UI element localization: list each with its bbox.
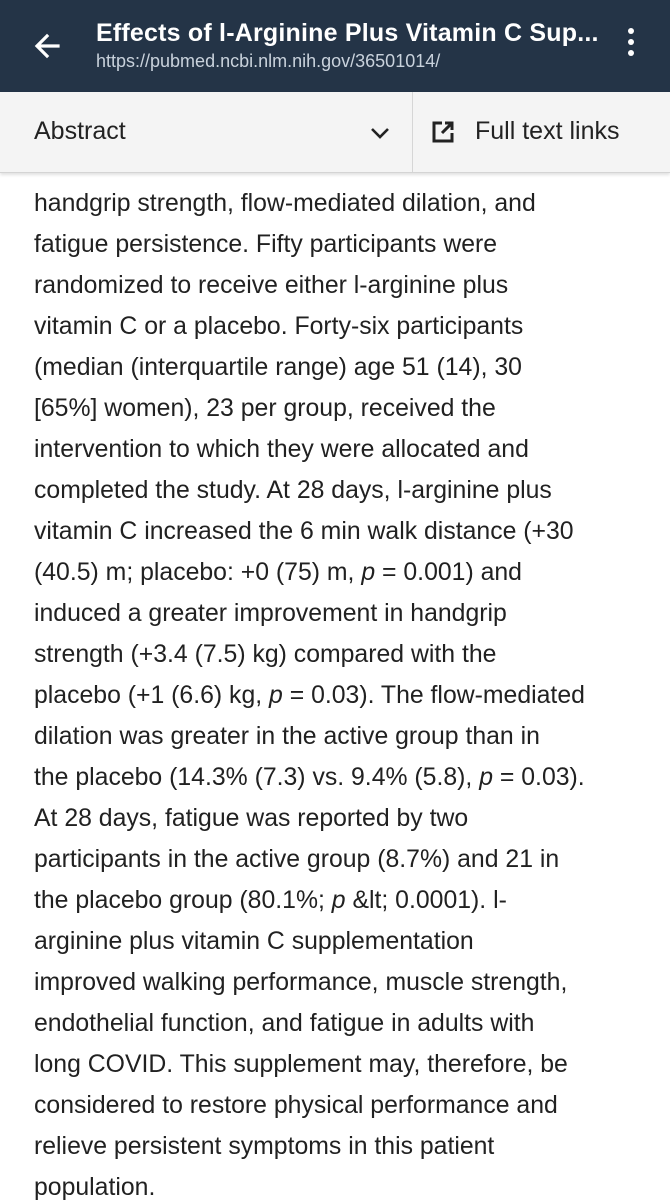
abstract-segment: fatigue persistence. Fifty participants … bbox=[34, 231, 498, 258]
abstract-segment: (40.5) m; placebo: +0 (75) m, bbox=[34, 559, 362, 586]
abstract-italic-p: p bbox=[331, 887, 346, 914]
abstract-line: vitamin C increased the 6 min walk dista… bbox=[34, 511, 644, 552]
abstract-line: randomized to receive either l-arginine … bbox=[34, 265, 644, 306]
more-vert-icon bbox=[628, 28, 634, 34]
abstract-segment: improved walking performance, muscle str… bbox=[34, 969, 568, 996]
abstract-segment: the placebo group (80.1%; bbox=[34, 887, 332, 914]
page-url: https://pubmed.ncbi.nlm.nih.gov/36501014… bbox=[96, 51, 441, 71]
abstract-segment: [65%] women), 23 per group, received the bbox=[34, 395, 496, 422]
abstract-line: handgrip strength, flow-mediated dilatio… bbox=[34, 183, 644, 224]
app-bar: Effects of l-Arginine Plus Vitamin C Sup… bbox=[0, 0, 670, 92]
section-dropdown[interactable]: Abstract bbox=[0, 92, 413, 172]
abstract-segment: dilation was greater in the active group… bbox=[34, 723, 540, 750]
abstract-segment: the placebo (14.3% (7.3) vs. 9.4% (5.8), bbox=[34, 764, 480, 791]
abstract-line: considered to restore physical performan… bbox=[34, 1085, 644, 1126]
abstract-segment: placebo (+1 (6.6) kg, bbox=[34, 682, 270, 709]
abstract-line: endothelial function, and fatigue in adu… bbox=[34, 1003, 644, 1044]
abstract-segment: vitamin C increased the 6 min walk dista… bbox=[34, 518, 574, 545]
abstract-line: (40.5) m; placebo: +0 (75) m, p = 0.001)… bbox=[34, 552, 644, 593]
section-dropdown-label: Abstract bbox=[34, 117, 126, 145]
abstract-line: dilation was greater in the active group… bbox=[34, 716, 644, 757]
section-toolbar: Abstract Full text links bbox=[0, 92, 670, 173]
abstract-line: arginine plus vitamin C supplementation bbox=[34, 921, 644, 962]
abstract-line: fatigue persistence. Fifty participants … bbox=[34, 224, 644, 265]
chevron-down-icon bbox=[371, 128, 389, 139]
abstract-line: placebo (+1 (6.6) kg, p = 0.03). The flo… bbox=[34, 675, 644, 716]
abstract-segment: long COVID. This supplement may, therefo… bbox=[34, 1051, 568, 1078]
abstract-line: induced a greater improvement in handgri… bbox=[34, 593, 644, 634]
abstract-line: (median (interquartile range) age 51 (14… bbox=[34, 347, 644, 388]
abstract-segment: completed the study. At 28 days, l-argin… bbox=[34, 477, 552, 504]
abstract-line: population. bbox=[34, 1167, 644, 1200]
abstract-segment: = 0.03). bbox=[493, 764, 585, 791]
abstract-line: the placebo (14.3% (7.3) vs. 9.4% (5.8),… bbox=[34, 757, 644, 798]
abstract-segment: At 28 days, fatigue was reported by two bbox=[34, 805, 469, 832]
abstract-segment: = 0.03). The flow-mediated bbox=[282, 682, 585, 709]
abstract-line: intervention to which they were allocate… bbox=[34, 429, 644, 470]
abstract-text: handgrip strength, flow-mediated dilatio… bbox=[34, 171, 644, 1200]
abstract-segment: population. bbox=[34, 1174, 156, 1200]
abstract-segment: strength (+3.4 (7.5) kg) compared with t… bbox=[34, 641, 497, 668]
abstract-segment: intervention to which they were allocate… bbox=[34, 436, 529, 463]
full-text-links-label: Full text links bbox=[475, 117, 620, 145]
abstract-line: At 28 days, fatigue was reported by two bbox=[34, 798, 644, 839]
abstract-segment: endothelial function, and fatigue in adu… bbox=[34, 1010, 535, 1037]
abstract-italic-p: p bbox=[479, 764, 493, 791]
abstract-segment: vitamin C or a placebo. Forty-six partic… bbox=[34, 313, 524, 340]
abstract-segment: &lt; 0.0001). l- bbox=[345, 887, 507, 914]
back-button[interactable] bbox=[28, 26, 68, 66]
abstract-segment: induced a greater improvement in handgri… bbox=[34, 600, 507, 627]
abstract-segment: considered to restore physical performan… bbox=[34, 1092, 558, 1119]
open-external-icon bbox=[432, 121, 454, 143]
arrow-left-icon bbox=[34, 33, 60, 59]
abstract-line: [65%] women), 23 per group, received the bbox=[34, 388, 644, 429]
abstract-italic-p: p bbox=[361, 559, 376, 586]
full-text-links-button[interactable]: Full text links bbox=[413, 92, 670, 172]
abstract-line: long COVID. This supplement may, therefo… bbox=[34, 1044, 644, 1085]
page-title: Effects of l-Arginine Plus Vitamin C Sup… bbox=[96, 19, 599, 47]
abstract-segment: handgrip strength, flow-mediated dilatio… bbox=[34, 190, 536, 217]
abstract-segment: relieve persistent symptoms in this pati… bbox=[34, 1133, 495, 1160]
abstract-segment: = 0.001) and bbox=[375, 559, 522, 586]
abstract-segment: arginine plus vitamin C supplementation bbox=[34, 928, 474, 955]
overflow-menu-button[interactable] bbox=[616, 28, 646, 68]
abstract-line: strength (+3.4 (7.5) kg) compared with t… bbox=[34, 634, 644, 675]
abstract-italic-p: p bbox=[269, 682, 283, 709]
abstract-line: participants in the active group (8.7%) … bbox=[34, 839, 644, 880]
abstract-content: handgrip strength, flow-mediated dilatio… bbox=[34, 171, 644, 1200]
abstract-segment: (median (interquartile range) age 51 (14… bbox=[34, 354, 522, 381]
abstract-line: relieve persistent symptoms in this pati… bbox=[34, 1126, 644, 1167]
abstract-line: vitamin C or a placebo. Forty-six partic… bbox=[34, 306, 644, 347]
abstract-line: completed the study. At 28 days, l-argin… bbox=[34, 470, 644, 511]
abstract-line: improved walking performance, muscle str… bbox=[34, 962, 644, 1003]
abstract-segment: randomized to receive either l-arginine … bbox=[34, 272, 509, 299]
abstract-segment: participants in the active group (8.7%) … bbox=[34, 846, 560, 873]
abstract-line: the placebo group (80.1%; p &lt; 0.0001)… bbox=[34, 880, 644, 921]
